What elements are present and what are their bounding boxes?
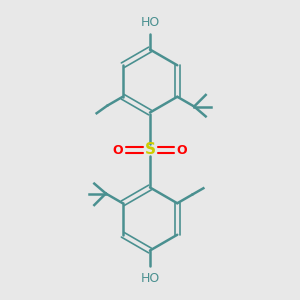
Text: O: O	[112, 143, 123, 157]
Text: O: O	[177, 143, 188, 157]
Text: HO: HO	[140, 16, 160, 28]
Text: S: S	[145, 142, 155, 158]
Text: HO: HO	[140, 272, 160, 284]
